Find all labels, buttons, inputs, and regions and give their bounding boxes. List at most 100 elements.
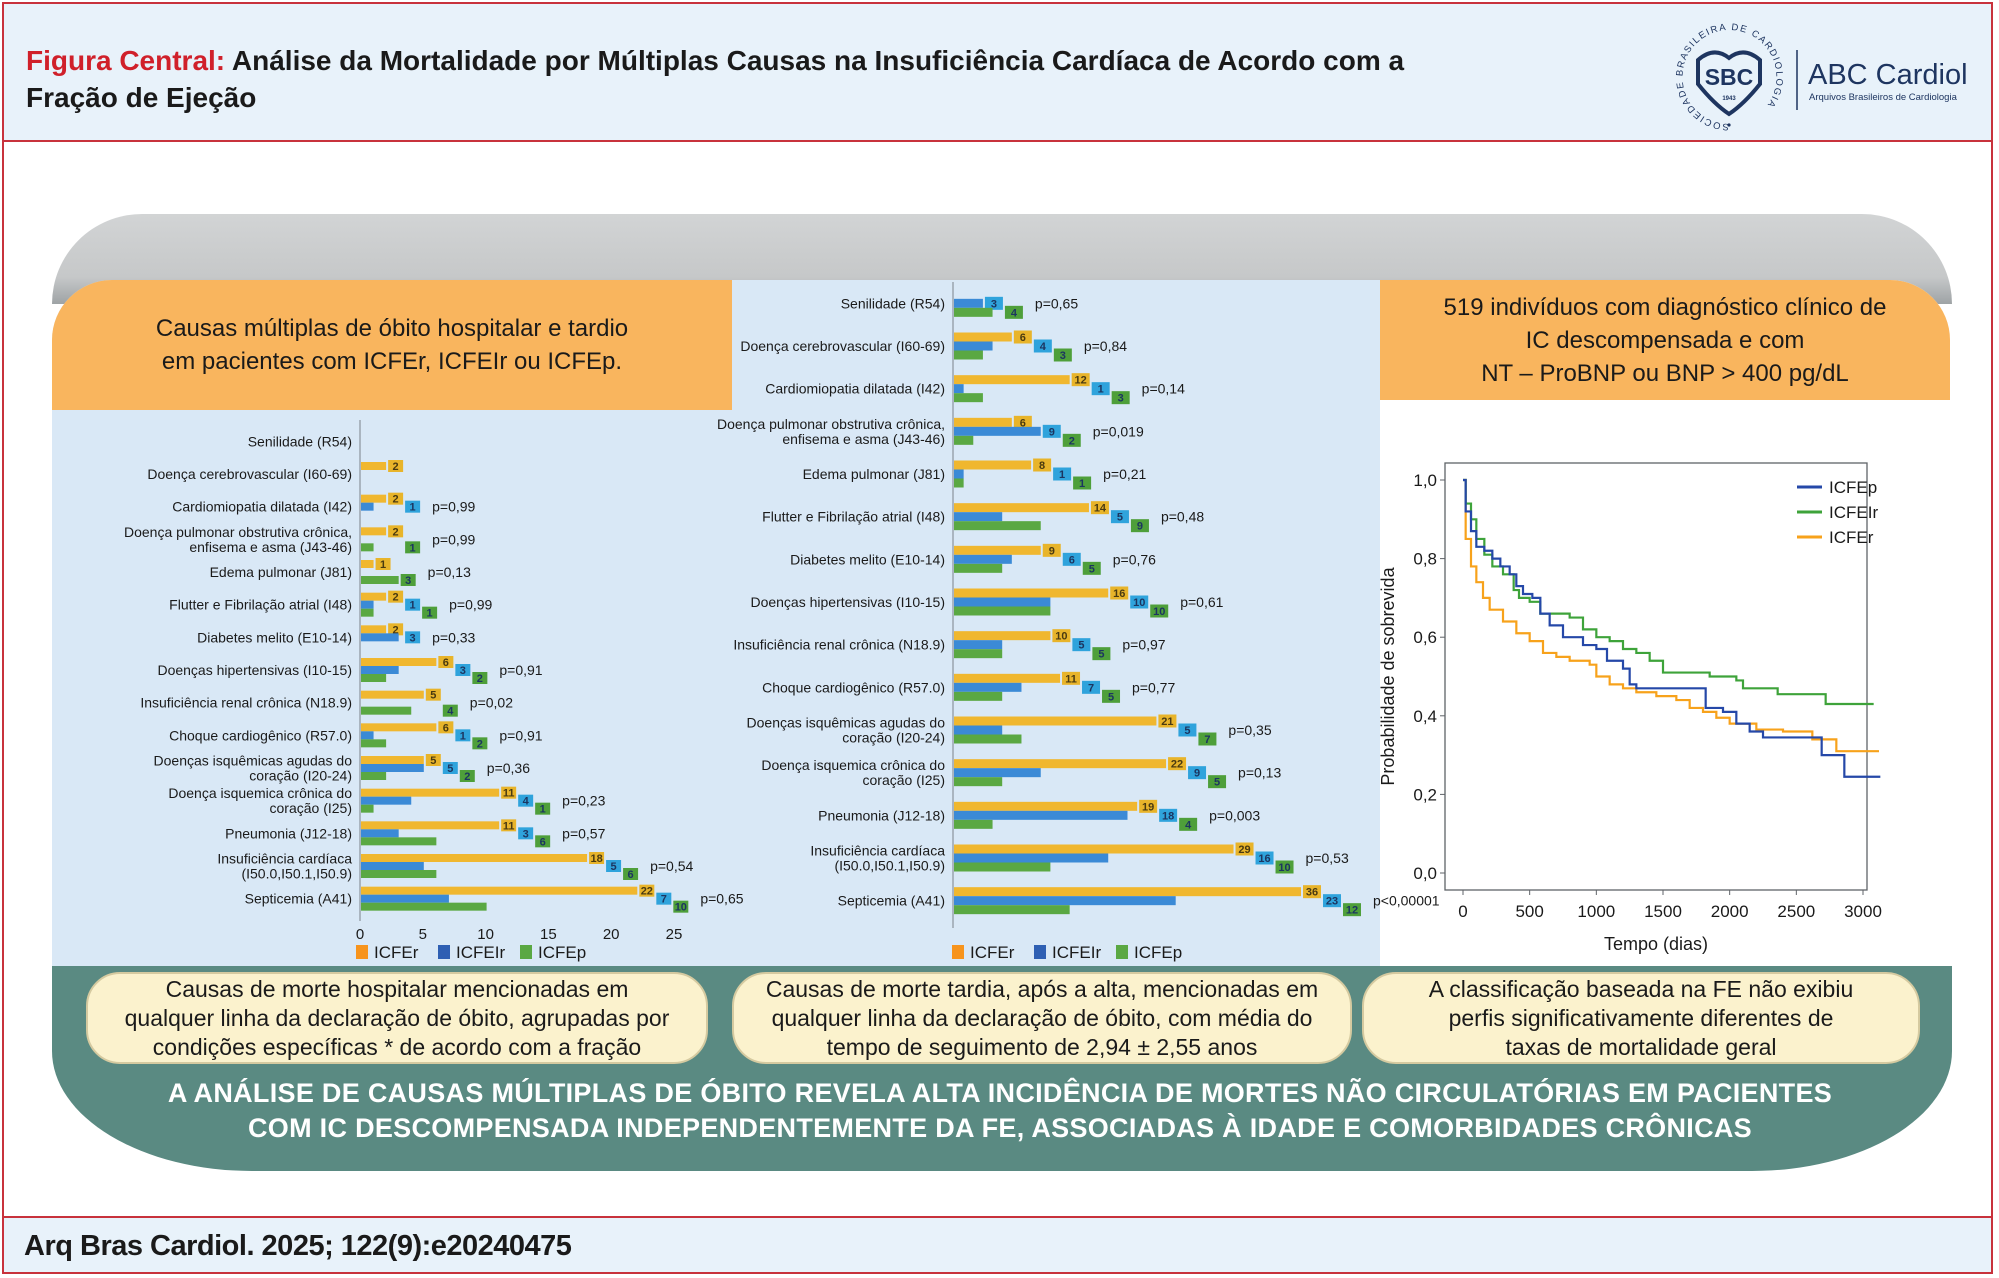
category-label: coração (I20-24) (842, 730, 945, 746)
data-label: 3 (405, 575, 411, 587)
right-panel-heading: 519 indivíduos com diagnóstico clínico d… (1380, 280, 1950, 400)
bar-ICFEr (954, 844, 1234, 854)
data-label: 5 (1184, 725, 1190, 737)
bar-ICFEIr (361, 666, 399, 674)
data-label: 10 (675, 902, 687, 914)
survival-km-chart: 0,0 0,2 0,4 0,6 0,8 1,0 0 500 1000 1500 2000 2500 30… (1378, 462, 1882, 954)
category-label: Senilidade (R54) (841, 295, 945, 311)
data-label: 9 (1049, 426, 1055, 438)
y-tick-label: 0,8 (1413, 550, 1437, 569)
data-label-box (1071, 373, 1090, 387)
callout-late: Causas de morte tardia, após a alta, men… (732, 972, 1352, 1064)
data-label-box (1013, 330, 1032, 344)
bar-ICFEIr (361, 731, 374, 740)
logo-dot (1727, 123, 1731, 127)
bar-ICFEp (361, 739, 387, 748)
data-label-box (656, 892, 672, 905)
data-label-box (1111, 391, 1130, 405)
bar-ICFEIr (954, 298, 983, 308)
data-label: 2 (393, 592, 399, 604)
y-tick-label: 1,0 (1413, 471, 1437, 490)
bar-ICFEr (361, 723, 437, 732)
data-label: 3 (1060, 350, 1066, 362)
title-line2: Fração de Ejeção (26, 82, 257, 113)
bar-ICFEr (361, 625, 387, 634)
bar-ICFEp (954, 435, 974, 445)
bar-ICFEp (361, 804, 374, 813)
x-tick-label: 10 (477, 926, 494, 943)
p-value: p=0,019 (1093, 423, 1144, 439)
data-label: 5 (1078, 640, 1084, 652)
data-label: 22 (1171, 759, 1183, 771)
category-label: Cardiomiopatia dilatada (I42) (172, 499, 352, 515)
x-tick-label: 1000 (1577, 902, 1615, 921)
y-axis-label: Probabilidade de sobrevida (1378, 566, 1398, 785)
bar-ICFEr (954, 375, 1070, 385)
bar-ICFEIr (954, 810, 1128, 820)
category-label: (I50.0,I50.1,I50.9) (834, 858, 945, 874)
category-label: (I50.0,I50.1,I50.9) (241, 866, 352, 882)
data-label: 6 (443, 657, 449, 669)
data-label: 3 (410, 632, 416, 644)
data-label: 23 (1326, 896, 1338, 908)
bar-ICFEp (361, 870, 437, 878)
category-label: Doenças isquêmicas agudas do (747, 715, 946, 731)
p-value: p=0,99 (432, 531, 475, 547)
bar-ICFEp (954, 862, 1051, 872)
category-label: Doença pulmonar obstrutiva crônica, (717, 416, 945, 432)
callout-text: perfis significativamente diferentes de (1448, 1004, 1834, 1031)
bar-ICFEr (954, 417, 1012, 427)
data-label: 1 (1059, 469, 1065, 481)
data-label-box (472, 737, 488, 750)
data-label: 6 (1069, 554, 1075, 566)
legend-swatch-ICFEp (1116, 945, 1128, 959)
data-label-box (1013, 415, 1032, 429)
bar-ICFEr (954, 716, 1157, 726)
panel-survival: 519 indivíduos com diagnóstico clínico d… (1380, 280, 1950, 970)
p-value: p=0,99 (432, 499, 475, 515)
data-label: 4 (1040, 341, 1047, 353)
x-axis-label: Tempo (dias) (1604, 934, 1708, 954)
data-label-box (535, 835, 551, 848)
banner-line2: COM IC DESCOMPENSADA INDEPENDENTEMENTE D… (247, 1113, 1752, 1143)
x-tick-label: 20 (603, 926, 620, 943)
data-label: 16 (1113, 588, 1125, 600)
bar-ICFEr (954, 460, 1032, 470)
p-value: p=0,54 (650, 858, 693, 874)
bar-ICFEIr (954, 426, 1041, 436)
journal-logo: SOCIEDADE BRASILEIRA DE CARDIOLOGIA SBC … (1674, 22, 1994, 132)
data-label: 12 (1346, 905, 1358, 917)
category-label: Pneumonia (J12-18) (225, 825, 352, 841)
data-label: 6 (443, 722, 449, 734)
data-label: 1 (427, 608, 433, 620)
data-label: 1 (410, 542, 416, 554)
callout-hospital: Causas de morte hospitalar mencionadas e… (86, 972, 708, 1064)
bar-ICFEr (361, 658, 437, 666)
km-line-ICFEIr (1463, 478, 1874, 706)
bar-ICFEr (361, 592, 387, 601)
data-label: 14 (1094, 503, 1107, 515)
bar-ICFEr (361, 821, 500, 830)
callout-text: Causas de morte tardia, após a alta, men… (765, 975, 1319, 1002)
data-label: 29 (1238, 844, 1250, 856)
x-tick-label: 0 (1458, 902, 1467, 921)
bar-ICFEp (361, 608, 374, 617)
bar-ICFEr (361, 690, 424, 699)
bar-ICFEr (954, 673, 1061, 683)
data-label-box (1168, 757, 1187, 771)
sbc-seal-icon: SOCIEDADE BRASILEIRA DE CARDIOLOGIA SBC … (1674, 22, 1967, 132)
data-label: 4 (1185, 819, 1192, 831)
callout-text: taxas de mortalidade geral (1505, 1033, 1777, 1060)
data-label-box (535, 802, 551, 815)
bar-ICFEIr (954, 384, 964, 394)
data-label: 9 (1137, 521, 1143, 533)
data-label-box (405, 500, 421, 513)
data-label-box (1303, 885, 1321, 899)
data-label: 1 (460, 730, 466, 742)
bar-ICFEp (361, 706, 412, 715)
data-label-box (623, 868, 639, 880)
data-label-box (1275, 860, 1294, 874)
data-label: 19 (1142, 801, 1154, 813)
data-label-box (1090, 501, 1109, 515)
